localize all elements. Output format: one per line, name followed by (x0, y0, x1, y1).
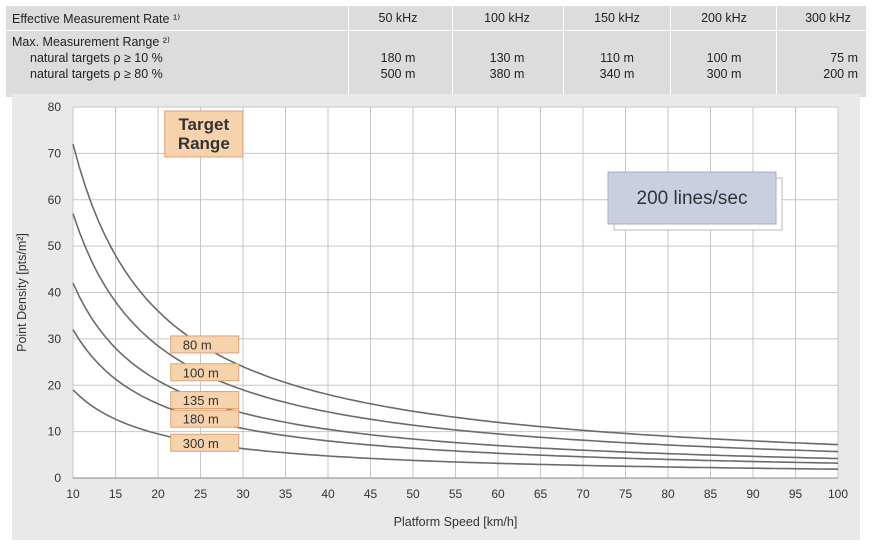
cell-value: 75 m (830, 51, 858, 65)
cell-value: 130 m (489, 51, 525, 65)
x-tick-label: 95 (789, 487, 803, 501)
series-label-box (170, 391, 240, 410)
series-label-box (170, 433, 240, 452)
x-tick-label: 75 (619, 487, 633, 501)
x-tick-label: 50 (406, 487, 420, 501)
series-label-box (170, 335, 240, 354)
column-header-50khz: 50 kHz (378, 11, 418, 25)
x-tick-label: 90 (746, 487, 760, 501)
series-label-300m: 300 m (170, 433, 240, 452)
x-tick-label: 15 (109, 487, 123, 501)
series-label-135m: 135 m (170, 391, 240, 410)
x-tick-label: 85 (704, 487, 718, 501)
x-tick-label: 70 (576, 487, 590, 501)
column-header-100khz: 100 kHz (484, 11, 530, 25)
y-tick-label: 20 (48, 378, 62, 392)
y-tick-label: 60 (48, 193, 62, 207)
x-tick-label: 60 (491, 487, 505, 501)
x-tick-label: 20 (151, 487, 165, 501)
y-tick-label: 70 (48, 146, 62, 160)
x-tick-label: 10 (66, 487, 80, 501)
cell-value: 200 m (823, 67, 858, 81)
row-label-80: natural targets ρ ≥ 80 % (30, 67, 163, 81)
column-header-200khz: 200 kHz (701, 11, 747, 25)
series-label-text: 100 m (183, 365, 219, 380)
table-header-row: Effective Measurement Rate ¹⁾ 50 kHz 100… (6, 6, 866, 31)
series-label-text: 300 m (183, 436, 219, 451)
row-label-10: natural targets ρ ≥ 10 % (30, 51, 163, 65)
y-tick-label: 30 (48, 332, 62, 346)
y-tick-label: 50 (48, 239, 62, 253)
x-tick-label: 45 (364, 487, 378, 501)
series-label-80m: 80 m (170, 335, 240, 354)
cell-value: 380 m (489, 67, 525, 81)
series-label-100m: 100 m (170, 363, 240, 382)
y-tick-label: 0 (54, 471, 61, 485)
legend-title-text: Range (178, 134, 230, 153)
x-tick-label: 40 (321, 487, 335, 501)
annotation-box (607, 171, 777, 225)
series-label-text: 135 m (183, 393, 219, 408)
cell-value: 180 m (380, 51, 416, 65)
x-tick-label: 35 (279, 487, 293, 501)
x-tick-label: 100 (828, 487, 848, 501)
header-label: Effective Measurement Rate ¹⁾ (12, 12, 181, 26)
x-tick-label: 55 (449, 487, 463, 501)
cell-value: 100 m (706, 51, 742, 65)
y-tick-label: 80 (48, 100, 62, 114)
x-tick-label: 80 (661, 487, 675, 501)
x-tick-label: 30 (236, 487, 250, 501)
cell-value: 110 m (600, 51, 634, 65)
y-axis-label: Point Density [pts/m²] (15, 233, 29, 352)
y-tick-label: 10 (48, 425, 62, 439)
point-density-chart: 10 15 20 25 30 35 40 45 50 55 60 65 70 75 80 85 90 95 100 0… (15, 100, 848, 529)
series-label-box (170, 409, 240, 428)
x-tick-label: 65 (534, 487, 548, 501)
x-axis-label: Platform Speed [km/h] (394, 515, 518, 529)
chart-panel: 10 15 20 25 30 35 40 45 50 55 60 65 70 75 80 85 90 95 100 0… (12, 94, 860, 540)
cell-value: 500 m (380, 67, 416, 81)
cell-value: 340 m (599, 67, 635, 81)
spec-table: Effective Measurement Rate ¹⁾ 50 kHz 100… (6, 6, 866, 97)
section-label: Max. Measurement Range ²⁾ (12, 35, 170, 49)
series-label-box (170, 363, 240, 382)
y-tick-label: 40 (48, 286, 62, 300)
legend-title-box (164, 110, 244, 158)
legend-title-text: Target (178, 115, 229, 134)
column-header-150khz: 150 kHz (594, 11, 640, 25)
series-label-text: 80 m (183, 337, 212, 352)
table-body: Max. Measurement Range ²⁾ natural target… (6, 31, 866, 97)
cell-value: 300 m (706, 67, 742, 81)
column-header-300khz: 300 kHz (805, 11, 851, 25)
annotation-lines-per-sec: 200 lines/sec (607, 171, 783, 231)
series-label-180m: 180 m (170, 409, 240, 428)
x-tick-label: 25 (194, 487, 208, 501)
series-label-text: 180 m (183, 412, 219, 427)
annotation-text: 200 lines/sec (637, 188, 748, 209)
